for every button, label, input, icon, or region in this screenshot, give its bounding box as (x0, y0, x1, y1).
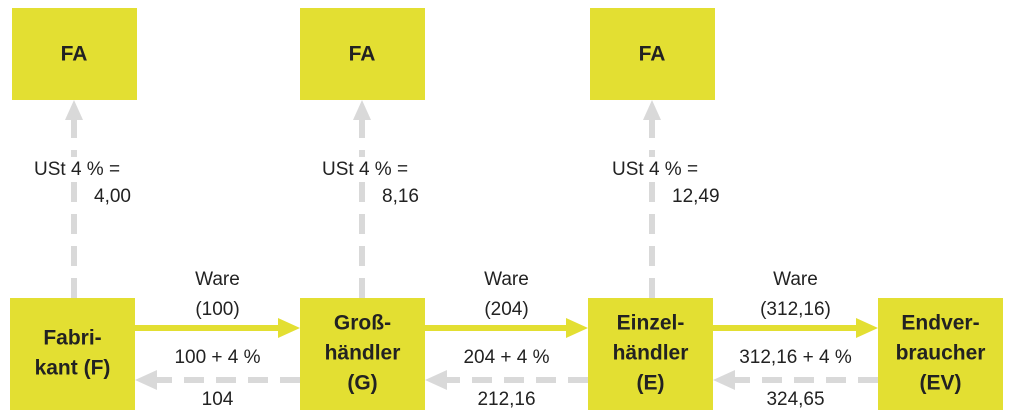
fa-label: FA (639, 43, 666, 66)
node-label: (G) (347, 372, 377, 395)
tax-bg (32, 157, 127, 181)
fa-box (12, 8, 137, 100)
goods-value: (312,16) (760, 299, 831, 320)
payment-arrow-head (713, 370, 735, 390)
goods-value: (204) (484, 299, 528, 320)
goods-arrow-head (856, 318, 878, 338)
tax-arrow-head (353, 100, 371, 120)
total-label: 212,16 (477, 389, 535, 410)
node-box (300, 298, 425, 410)
tax-arrow-head (643, 100, 661, 120)
tax-arrow-head (65, 100, 83, 120)
fa-box (590, 8, 715, 100)
total-label: 104 (202, 389, 234, 410)
tax-bg (380, 185, 440, 209)
node-box (878, 298, 1003, 410)
goods-label: Ware (773, 269, 818, 290)
tax-label: USt 4 % = (612, 159, 698, 180)
goods-arrow-head (278, 318, 300, 338)
node-label: Groß- (334, 312, 391, 335)
node-box (588, 298, 713, 410)
tax-label: USt 4 % = (322, 159, 408, 180)
node-label: Fabri- (43, 327, 101, 350)
node-label: braucher (896, 342, 986, 365)
node-box (10, 298, 135, 410)
payment-arrow-head (135, 370, 157, 390)
goods-arrow-head (566, 318, 588, 338)
goods-label: Ware (195, 269, 240, 290)
tax-bg (320, 157, 415, 181)
total-label: 324,65 (766, 389, 824, 410)
node-label: (EV) (920, 372, 962, 395)
node-label: händler (325, 342, 401, 365)
price-label: 312,16 + 4 % (739, 347, 852, 368)
tax-label: USt 4 % = (34, 159, 120, 180)
price-label: 204 + 4 % (463, 347, 549, 368)
goods-label: Ware (484, 269, 529, 290)
tax-value: 12,49 (672, 186, 720, 207)
fa-label: FA (61, 43, 88, 66)
tax-value: 8,16 (382, 186, 419, 207)
goods-value: (100) (195, 299, 239, 320)
price-label: 100 + 4 % (174, 347, 260, 368)
tax-bg (92, 185, 152, 209)
tax-value: 4,00 (94, 186, 131, 207)
node-label: (E) (637, 372, 665, 395)
payment-arrow-head (425, 370, 447, 390)
node-label: Endver- (901, 312, 979, 335)
fa-label: FA (349, 43, 376, 66)
fa-box (300, 8, 425, 100)
tax-bg (670, 185, 730, 209)
tax-bg (610, 157, 705, 181)
node-label: kant (F) (35, 357, 111, 380)
node-label: händler (613, 342, 689, 365)
node-label: Einzel- (617, 312, 685, 335)
